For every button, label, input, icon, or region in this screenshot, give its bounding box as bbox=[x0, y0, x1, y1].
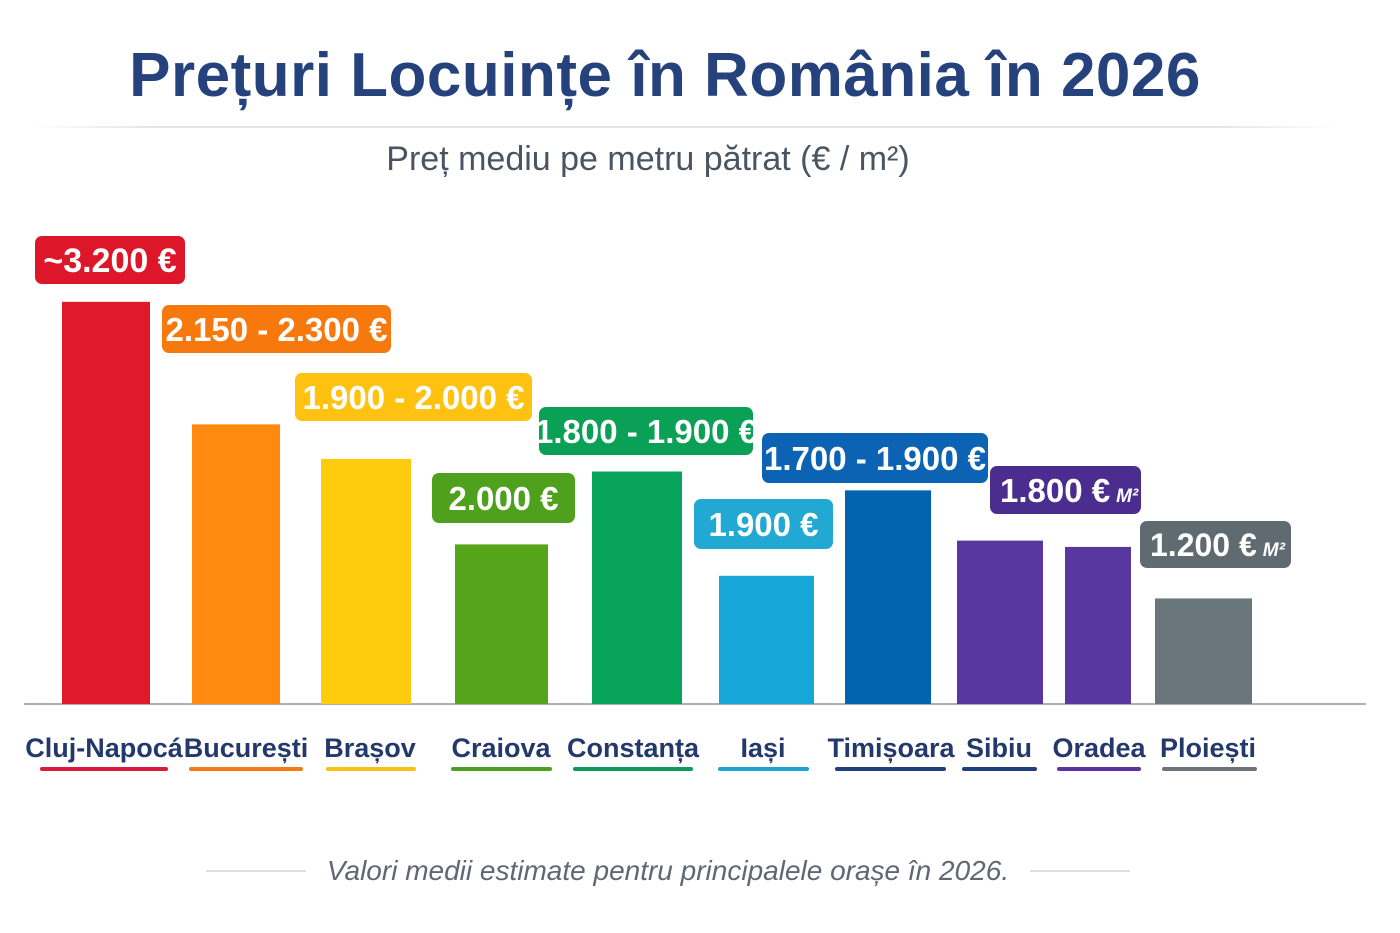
footnote-divider-right bbox=[1029, 870, 1130, 872]
value-label-text-bucuresti: 2.150 - 2.300 € bbox=[165, 311, 387, 348]
value-label-unit-sibiu: M² bbox=[1116, 486, 1139, 507]
bar-bucuresti bbox=[192, 424, 280, 704]
value-label-bucuresti: 2.150 - 2.300 € bbox=[162, 305, 391, 353]
bar-oradea bbox=[1065, 546, 1131, 704]
bar-iasi bbox=[719, 575, 814, 704]
city-underline-oradea bbox=[1057, 767, 1141, 771]
value-label-bg-bucuresti bbox=[162, 305, 391, 353]
city-label-timisoara: Timișoara bbox=[827, 733, 955, 763]
city-underline-iasi bbox=[718, 767, 809, 771]
city-label-brasov: Brașov bbox=[324, 733, 416, 763]
city-underline-ploiesti bbox=[1162, 767, 1257, 771]
chart-title: Prețuri Locuințe în România în 2026 bbox=[129, 41, 1201, 110]
city-label-craiova: Craiova bbox=[451, 733, 551, 763]
value-label-brasov: 1.900 - 2.000 € bbox=[295, 373, 532, 421]
bar-craiova bbox=[455, 544, 548, 704]
bar-constanta bbox=[592, 471, 682, 704]
bar-timisoara bbox=[845, 490, 931, 704]
value-label-text-brasov: 1.900 - 2.000 € bbox=[302, 379, 524, 416]
city-label-oradea: Oradea bbox=[1052, 733, 1146, 763]
footnote-divider-left bbox=[206, 870, 307, 872]
value-label-sibiu: 1.800 € M² bbox=[990, 466, 1141, 514]
value-labels-layer: ~3.200 € 2.150 - 2.300 € 1.900 - 2.000 € 2.… bbox=[35, 236, 1291, 568]
city-underline-bucuresti bbox=[189, 767, 303, 771]
value-label-bg-cluj-napoca bbox=[35, 236, 185, 284]
value-label-text-cluj-napoca: ~3.200 € bbox=[43, 242, 176, 280]
city-underline-cluj-napoca bbox=[40, 767, 168, 771]
value-label-text-constanta: 1.800 - 1.900 € bbox=[535, 413, 757, 450]
value-label-bg-sibiu bbox=[990, 466, 1141, 514]
bars-layer bbox=[62, 301, 1252, 704]
city-label-constanta: Constanța bbox=[567, 733, 700, 763]
value-label-text-craiova: 2.000 € bbox=[448, 480, 558, 517]
city-label-ploiesti: Ploiești bbox=[1160, 733, 1256, 763]
bar-brasov bbox=[321, 458, 411, 704]
city-label-iasi: Iași bbox=[740, 733, 785, 763]
city-underline-sibiu bbox=[962, 767, 1037, 771]
city-underline-craiova bbox=[451, 767, 552, 771]
title-divider bbox=[30, 126, 1340, 128]
city-label-sibiu: Sibiu bbox=[966, 733, 1032, 763]
value-label-text-iasi: 1.900 € bbox=[708, 506, 818, 543]
value-label-craiova: 2.000 € bbox=[432, 473, 575, 523]
city-underline-timisoara bbox=[835, 767, 946, 771]
value-label-unit-ploiesti: M² bbox=[1263, 540, 1286, 561]
value-label-ploiesti: 1.200 € M² bbox=[1140, 521, 1291, 568]
value-label-constanta: 1.800 - 1.900 € bbox=[535, 407, 757, 455]
footnote-text: Valori medii estimate pentru principalel… bbox=[326, 855, 1010, 886]
city-labels-layer: Cluj-Napocá București Brașov Craiova Constan… bbox=[25, 733, 1257, 771]
value-label-bg-constanta bbox=[539, 407, 753, 455]
value-label-bg-brasov bbox=[295, 373, 532, 421]
city-label-bucuresti: București bbox=[184, 733, 309, 763]
footnote-row: Valori medii estimate pentru principalel… bbox=[0, 855, 1336, 887]
city-label-cluj-napoca: Cluj-Napocá bbox=[25, 733, 184, 763]
city-underline-constanta bbox=[573, 767, 693, 771]
bar-sibiu bbox=[957, 540, 1043, 704]
bar-ploiesti bbox=[1155, 598, 1252, 704]
bar-cluj-napoca bbox=[62, 301, 150, 704]
value-label-bg-iasi bbox=[694, 499, 833, 549]
value-label-timisoara: 1.700 - 1.900 € bbox=[762, 433, 988, 483]
chart-subtitle: Preț mediu pe metru pătrat (€ / m²) bbox=[386, 140, 910, 178]
value-label-text-timisoara: 1.700 - 1.900 € bbox=[764, 440, 986, 477]
value-label-cluj-napoca: ~3.200 € bbox=[35, 236, 185, 284]
value-label-iasi: 1.900 € bbox=[694, 499, 833, 549]
value-label-bg-timisoara bbox=[762, 433, 988, 483]
value-label-bg-ploiesti bbox=[1140, 521, 1291, 568]
city-underline-brasov bbox=[326, 767, 416, 771]
value-label-bg-craiova bbox=[432, 473, 575, 523]
